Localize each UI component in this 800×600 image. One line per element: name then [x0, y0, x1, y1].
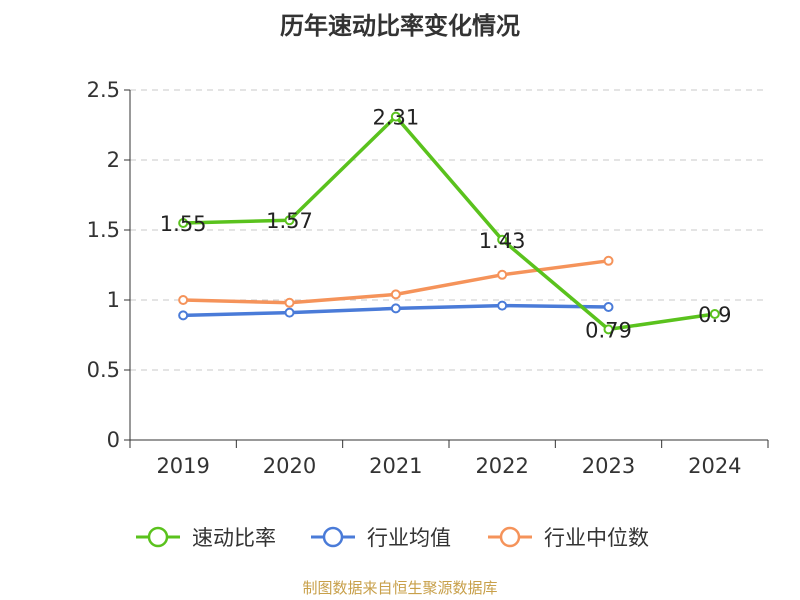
- x-tick-label: 2024: [688, 454, 741, 478]
- data-point: [390, 289, 401, 300]
- y-tick-label: 0: [107, 428, 120, 452]
- data-point: [709, 309, 720, 319]
- legend-marker: [499, 526, 521, 548]
- data-label: 1.43: [479, 229, 526, 253]
- x-tick-label: 2023: [582, 454, 635, 478]
- data-label: 1.57: [266, 209, 313, 233]
- x-tick-label: 2021: [369, 454, 422, 478]
- data-point: [603, 324, 614, 335]
- data-label: 2.31: [372, 106, 419, 130]
- legend-item-3: 行业中位数: [488, 526, 649, 550]
- chart-title: 历年速动比率变化情况: [280, 12, 520, 40]
- legend-item-2: 行业均值: [311, 526, 451, 550]
- legend-label: 行业均值: [367, 526, 451, 550]
- data-point: [178, 310, 189, 321]
- data-label-layer: 1.55 1.57 2.31 1.43 0.79 0.9: [160, 106, 732, 343]
- legend-label: 行业中位数: [544, 526, 649, 550]
- data-label: 1.55: [160, 212, 207, 236]
- data-label: 0.9: [698, 303, 731, 327]
- axis-layer: 0 0.5 1 1.5 2 2.5 2019 2020 2021 2022 2023 2024: [87, 78, 769, 478]
- y-tick-label: 2.5: [87, 78, 120, 102]
- legend: 速动比率 行业均值 行业中位数: [136, 526, 649, 550]
- data-point: [390, 303, 401, 314]
- data-point: [178, 218, 189, 228]
- legend-marker: [322, 526, 344, 548]
- data-point: [603, 255, 614, 266]
- source-note: 制图数据来自恒生聚源数据库: [302, 579, 498, 597]
- y-tick-label: 1: [107, 288, 120, 312]
- data-point: [497, 234, 508, 245]
- y-tick-label: 0.5: [87, 358, 120, 382]
- x-tick-label: 2022: [475, 454, 528, 478]
- series-layer: [178, 111, 720, 335]
- data-point: [603, 302, 614, 312]
- data-point: [497, 300, 508, 311]
- y-tick-label: 1.5: [87, 218, 120, 242]
- legend-marker: [147, 526, 169, 548]
- y-tick-label: 2: [107, 148, 120, 172]
- data-point: [497, 269, 508, 280]
- x-tick-label: 2020: [263, 454, 316, 478]
- data-point: [390, 111, 401, 122]
- grid-layer: [130, 89, 768, 371]
- series-line-1: [183, 114, 716, 332]
- x-tick-label: 2019: [156, 454, 209, 478]
- data-point: [284, 297, 295, 308]
- legend-item-1: 速动比率: [136, 526, 276, 550]
- legend-label: 速动比率: [192, 526, 276, 550]
- data-label: 0.79: [585, 318, 632, 342]
- data-point: [178, 295, 189, 305]
- data-point: [284, 307, 295, 318]
- data-point: [284, 215, 295, 226]
